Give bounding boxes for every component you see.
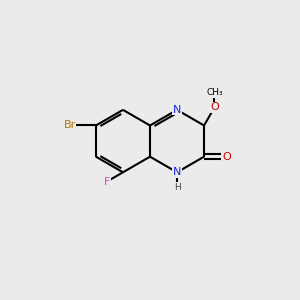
Text: O: O (222, 152, 231, 162)
Text: N: N (173, 167, 181, 177)
Text: O: O (210, 103, 219, 112)
Text: N: N (173, 105, 181, 115)
Text: H: H (174, 183, 180, 192)
Text: F: F (104, 176, 110, 187)
Text: CH₃: CH₃ (206, 88, 223, 97)
Text: Br: Br (64, 121, 76, 130)
